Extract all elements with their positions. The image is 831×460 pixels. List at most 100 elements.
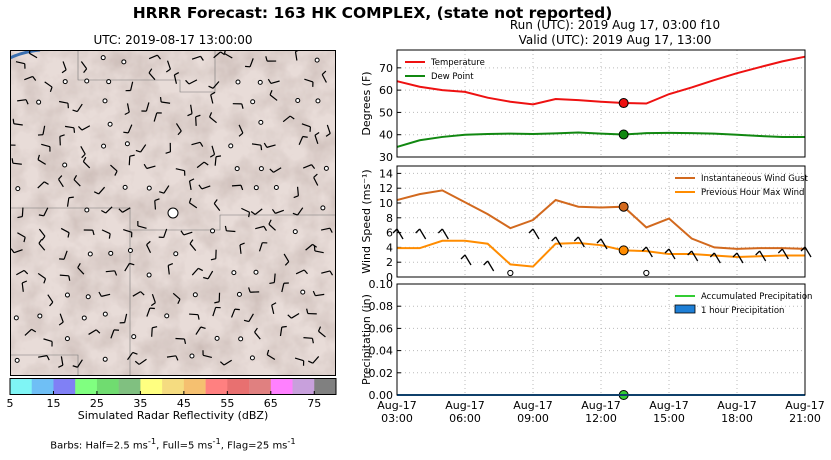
wind-barb xyxy=(126,103,130,113)
wind-barb-feather xyxy=(755,250,761,256)
wind-barb-feather xyxy=(687,250,693,256)
wind-barb xyxy=(190,104,193,114)
wind-barb-feather xyxy=(263,226,267,231)
wind-barb xyxy=(77,359,83,368)
wind-barb xyxy=(195,116,197,126)
wind-barb-feather xyxy=(72,365,78,368)
y-tick-label: 0.02 xyxy=(369,367,394,380)
calm-wind-marker xyxy=(234,166,240,172)
wind-barb-feather xyxy=(289,115,295,120)
wind-barb-feather xyxy=(43,181,49,185)
wind-barb-feather xyxy=(329,227,333,233)
wind-barb-feather xyxy=(23,237,26,243)
calm-wind-marker xyxy=(101,143,107,149)
x-tick-label: Aug-17 xyxy=(513,399,552,412)
wind-barb-feather xyxy=(38,214,44,217)
wind-barb xyxy=(296,186,299,196)
wind-barb-feather xyxy=(664,248,670,254)
y-tick-label: 10 xyxy=(379,197,393,210)
calm-wind-marker xyxy=(300,289,306,295)
wind-barb xyxy=(175,337,185,340)
wind-barb-feather xyxy=(314,131,320,136)
wind-barb-feather xyxy=(10,248,15,254)
wind-barb xyxy=(191,55,201,60)
calm-wind-marker xyxy=(315,98,321,104)
wind-barb xyxy=(59,274,69,277)
wind-barb-feather xyxy=(49,86,53,92)
wind-panel-barbs xyxy=(392,228,812,277)
wind-barb-feather xyxy=(150,302,156,307)
colorbar-tick-label: 35 xyxy=(133,397,147,410)
boundary-lines xyxy=(10,50,336,376)
wind-barb xyxy=(98,186,106,195)
wind-barb-feather xyxy=(188,197,192,203)
wind-barb xyxy=(441,228,449,240)
wind-barb-feather xyxy=(189,239,194,245)
wind-barb-feather xyxy=(156,54,161,60)
wind-barb xyxy=(248,313,254,322)
calm-wind-marker xyxy=(323,165,329,171)
wind-barb-feather xyxy=(189,178,195,182)
x-tick-label: Aug-17 xyxy=(785,399,824,412)
x-tick-label: 12:00 xyxy=(585,412,617,425)
chart-panel-3: 0.00 0.02 0.04 0.06 0.08 0.10 Precipitation (i… xyxy=(360,278,825,425)
wind-barb xyxy=(281,283,285,293)
wind-barb-feather xyxy=(210,258,216,261)
x-tick-label: 18:00 xyxy=(721,412,753,425)
wind-barb xyxy=(59,313,64,323)
wind-barb xyxy=(37,159,46,165)
wind-barb xyxy=(151,327,153,337)
wind-barb-feather xyxy=(159,96,162,103)
wind-barb-feather xyxy=(260,145,263,151)
wind-barb xyxy=(76,103,83,112)
wind-barb xyxy=(167,265,170,275)
wind-barb xyxy=(213,203,221,211)
wind-barb xyxy=(175,123,182,132)
y-tick-label: 70 xyxy=(379,62,393,75)
wind-barb-feather xyxy=(239,242,245,246)
wind-barb-feather xyxy=(224,225,227,231)
wind-barb-feather xyxy=(124,111,130,116)
wind-barb xyxy=(214,156,217,166)
wind-barb xyxy=(21,282,24,292)
wind-barb xyxy=(273,273,276,283)
wind-barb-feather xyxy=(174,72,180,76)
wind-barb-feather xyxy=(243,319,250,323)
wind-barb xyxy=(254,208,263,215)
wind-barb-feather xyxy=(183,338,187,345)
wind-barb-feather xyxy=(177,298,181,304)
calm-wind-marker xyxy=(231,270,237,276)
wind-barb-feather xyxy=(77,263,81,268)
calm-wind-marker xyxy=(106,79,112,85)
wind-barb-feather xyxy=(114,270,118,276)
wind-barb-feather xyxy=(41,235,46,241)
wind-barb xyxy=(81,125,91,131)
y-tick-label: 0.06 xyxy=(369,322,394,335)
calm-wind-marker xyxy=(121,59,127,65)
wind-barb-feather xyxy=(210,91,216,96)
calm-wind-marker xyxy=(507,269,514,277)
wind-barb xyxy=(279,327,283,337)
page-title: HRRR Forecast: 163 HK COMPLEX, (state no… xyxy=(132,4,613,22)
wind-barb-feather xyxy=(200,326,206,330)
calm-wind-marker xyxy=(228,143,234,149)
wind-barb xyxy=(146,165,156,170)
wind-barb-feather xyxy=(223,50,227,54)
wind-barb xyxy=(37,272,46,280)
colorbar-swatch xyxy=(140,378,163,394)
wind-barb xyxy=(64,125,75,129)
wind-barb xyxy=(47,294,54,303)
wind-barb-feather xyxy=(203,276,209,280)
wind-barb xyxy=(42,125,46,135)
current-time-marker xyxy=(618,245,629,256)
calm-wind-marker xyxy=(131,334,137,340)
wind-barb-feather xyxy=(777,248,783,254)
colorbar-label: Simulated Radar Reflectivity (dBZ) xyxy=(77,409,269,422)
wind-barb-feather xyxy=(197,267,204,272)
wind-barb-feather xyxy=(187,113,193,117)
wind-barb xyxy=(326,124,331,134)
wind-barb-feather xyxy=(154,198,160,202)
calm-wind-marker xyxy=(102,98,108,104)
wind-barb-feather xyxy=(312,290,316,296)
